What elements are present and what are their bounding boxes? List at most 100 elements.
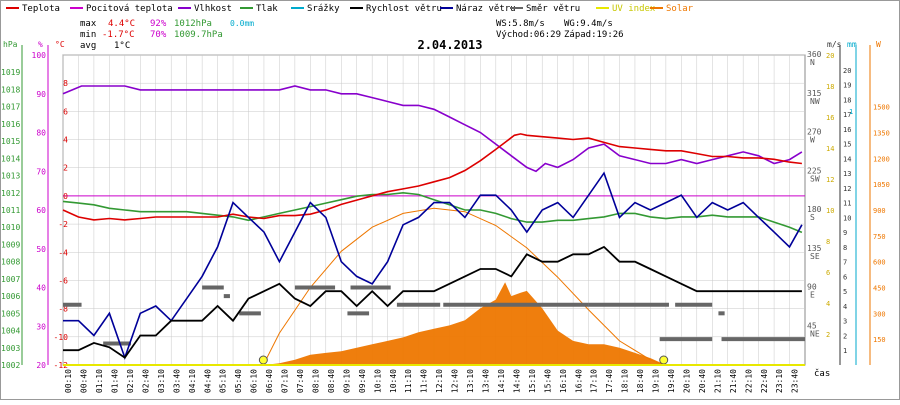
axis-ms-label: m/s xyxy=(827,40,842,49)
x-tick-label: 07:40 xyxy=(296,369,305,393)
x-tick-label: 23:10 xyxy=(775,369,784,393)
x-tick-label: 12:10 xyxy=(435,369,444,393)
axis-w-tick: 1200 xyxy=(873,155,890,163)
axis-direction-name: NE xyxy=(810,329,820,338)
stat-rain: 0.0mm xyxy=(230,19,254,28)
legend-label-solar: Solar xyxy=(666,4,694,14)
axis-celsius-tick: -10 xyxy=(54,333,69,342)
axis-celsius-tick: -8 xyxy=(58,305,68,314)
stats-block: max 4.4°C 92% 1012hPa 0.0mm min -1.7°C 7… xyxy=(80,19,624,51)
series-solar-area xyxy=(264,282,666,365)
axis-ms-tick: 4 xyxy=(843,303,847,311)
legend-label-rychlost: Rychlost větru xyxy=(366,4,442,14)
series-humidity-line xyxy=(62,85,803,173)
axis-celsius-tick: 4 xyxy=(63,136,68,145)
x-tick-label: 05:10 xyxy=(219,369,228,393)
x-tick-label: 12:40 xyxy=(451,369,460,393)
stat-max-label: max xyxy=(80,19,97,29)
axis-uv-tick: 18 xyxy=(826,83,834,91)
x-tick-label: 15:10 xyxy=(528,369,537,393)
axis-ms-tick: 15 xyxy=(843,141,851,149)
axis-direction-name: SE xyxy=(810,252,820,261)
x-tick-label: 21:10 xyxy=(713,369,722,393)
axis-celsius-tick: -2 xyxy=(58,220,68,229)
legend: Teplota Pocitová teplota Vlhkost Tlak Srážky… xyxy=(6,4,694,14)
axis-celsius-tick: 6 xyxy=(63,107,68,116)
axis-direction-deg: 180 xyxy=(807,205,822,214)
stat-max-temp: 4.4°C xyxy=(108,19,135,29)
x-tick-label: 16:40 xyxy=(574,369,583,393)
x-tick-label: 08:40 xyxy=(327,369,336,393)
stat-min-hum: 70% xyxy=(150,30,167,40)
x-tick-label: 03:40 xyxy=(172,369,181,393)
axis-uv-tick: 6 xyxy=(826,269,830,277)
x-tick-label: 01:10 xyxy=(95,369,104,393)
axis-hpa-tick: 1005 xyxy=(1,309,20,318)
legend-label-smer: Směr větru xyxy=(526,4,580,14)
x-axis-label: čas xyxy=(814,368,830,379)
x-tick-label: 11:10 xyxy=(404,369,413,393)
x-tick-label: 19:40 xyxy=(667,369,676,393)
x-tick-label: 14:10 xyxy=(497,369,506,393)
x-tick-label: 18:40 xyxy=(636,369,645,393)
axis-direction-deg: 135 xyxy=(807,244,822,253)
axis-hpa-tick: 1010 xyxy=(1,223,20,232)
x-tick-label: 18:10 xyxy=(621,369,630,393)
x-tick-label: 09:40 xyxy=(358,369,367,393)
axis-ms-tick: 11 xyxy=(843,200,851,208)
axis-direction-name: E xyxy=(810,291,815,300)
axis-w-tick: 300 xyxy=(873,310,886,318)
axis-percent-tick: 100 xyxy=(32,51,47,60)
x-axis: 00:10 00:40 01:10 01:40 02:10 02:40 03:10 03:40… xyxy=(64,369,800,393)
axis-w-tick: 1350 xyxy=(873,130,890,138)
axis-mm-tick: 1 xyxy=(849,108,853,116)
axis-hpa-tick: 1004 xyxy=(1,327,20,336)
axis-ms-tick: 5 xyxy=(843,288,847,296)
x-tick-label: 16:10 xyxy=(559,369,568,393)
x-tick-label: 07:10 xyxy=(281,369,290,393)
x-tick-label: 02:10 xyxy=(126,369,135,393)
chart-title: 2.04.2013 xyxy=(417,38,482,52)
stat-wg: WG:9.4m/s xyxy=(564,19,613,29)
legend-label-tlak: Tlak xyxy=(256,4,278,14)
axis-direction-deg: 270 xyxy=(807,128,822,137)
axis-w-tick: 600 xyxy=(873,259,886,267)
axis-uv-tick: 12 xyxy=(826,176,834,184)
x-tick-label: 01:40 xyxy=(111,369,120,393)
axis-direction-name: W xyxy=(810,136,815,145)
x-tick-label: 08:10 xyxy=(312,369,321,393)
axis-celsius-tick: 2 xyxy=(63,164,68,173)
axis-ms-tick: 12 xyxy=(843,185,851,193)
x-tick-label: 05:40 xyxy=(234,369,243,393)
x-tick-label: 23:40 xyxy=(791,369,800,393)
axis-direction-deg: 360 xyxy=(807,50,822,59)
axis-celsius-tick: -6 xyxy=(58,276,68,285)
axis-direction-deg: 225 xyxy=(807,166,822,175)
stat-avg-temp: 1°C xyxy=(114,41,130,51)
axis-hpa-tick: 1008 xyxy=(1,258,20,267)
axis-hpa-tick: 1003 xyxy=(1,344,20,353)
axis-uv-tick: 4 xyxy=(826,300,830,308)
axis-hpa-tick: 1006 xyxy=(1,292,20,301)
axis-percent-tick: 30 xyxy=(36,322,46,331)
axis-celsius-tick: 8 xyxy=(63,79,68,88)
x-tick-label: 03:10 xyxy=(157,369,166,393)
axis-ms-tick: 14 xyxy=(843,155,851,163)
x-tick-label: 19:10 xyxy=(652,369,661,393)
grid xyxy=(62,54,806,366)
axis-ms-tick: 10 xyxy=(843,214,851,222)
x-tick-label: 17:40 xyxy=(605,369,614,393)
legend-label-pocitova: Pocitová teplota xyxy=(86,4,173,14)
series-pressure-line xyxy=(62,191,803,234)
axis-percent-tick: 70 xyxy=(36,167,46,176)
axis-direction-name: N xyxy=(810,58,815,67)
axis-direction-deg: 315 xyxy=(807,89,822,98)
axis-celsius-tick: 0 xyxy=(63,192,68,201)
x-tick-label: 13:40 xyxy=(482,369,491,393)
axis-ms-tick: 19 xyxy=(843,82,851,90)
x-tick-label: 04:40 xyxy=(203,369,212,393)
axis-ms-tick: 16 xyxy=(843,126,851,134)
x-tick-label: 00:40 xyxy=(80,369,89,393)
